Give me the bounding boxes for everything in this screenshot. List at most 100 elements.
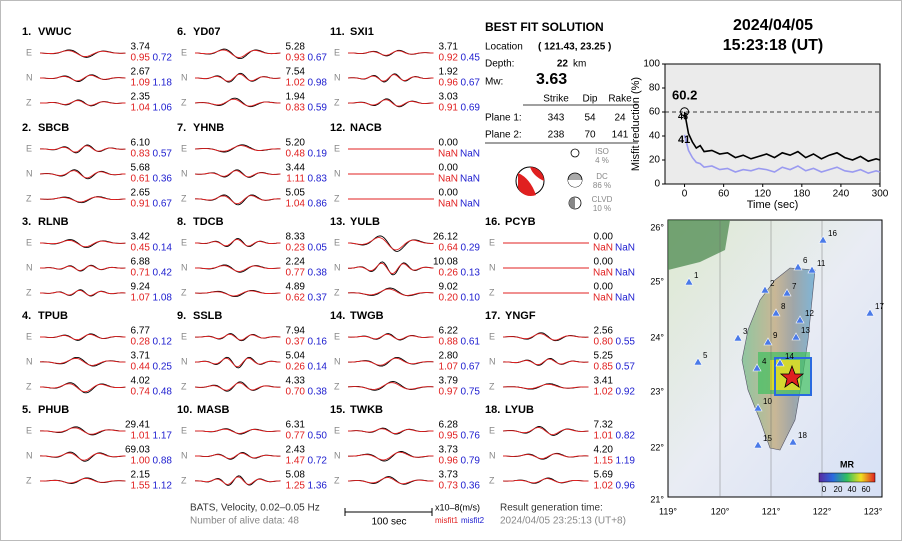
station-label: 8	[781, 302, 786, 311]
component-name: DC	[596, 172, 608, 181]
station-marker	[693, 357, 703, 366]
series-line	[683, 134, 881, 175]
misfit1: 1.07	[439, 362, 459, 373]
misfit2: NaN	[615, 268, 635, 279]
amplitude: 2.56	[594, 326, 614, 337]
misfit1: NaN	[593, 243, 613, 254]
misfit2: 0.14	[308, 362, 328, 373]
misfit2: 0.05	[308, 243, 328, 254]
component-label: E	[181, 143, 187, 153]
station-id: 3.	[22, 216, 31, 228]
station-name: SBCB	[38, 122, 69, 134]
misfit2: 0.38	[308, 268, 328, 279]
misfit1: 0.77	[286, 268, 306, 279]
component-label: N	[489, 356, 496, 366]
component-label: Z	[26, 193, 32, 203]
component-label: Z	[334, 193, 340, 203]
component-label: N	[181, 262, 188, 272]
misfit2: 0.57	[153, 149, 173, 160]
station-label: 18	[798, 431, 807, 440]
component-percent: 4 %	[595, 156, 609, 165]
plane-value: 343	[548, 113, 565, 124]
station-label: 11	[817, 259, 826, 268]
misfit1: 0.93	[286, 53, 306, 64]
amplitude: 3.71	[439, 42, 459, 53]
misfit1: 0.71	[131, 268, 151, 279]
y-tick-label: 80	[649, 83, 661, 94]
legend-misfit1: misfit1	[435, 516, 459, 525]
misfit1: 0.91	[131, 199, 151, 210]
component-label: E	[489, 331, 495, 341]
station-label: 14	[785, 352, 794, 361]
synthetic-trace	[503, 478, 589, 484]
result-time: 2024/04/05 23:25:13 (UT+8)	[500, 516, 626, 527]
misfit1: 1.02	[594, 481, 614, 492]
misfit2: NaN	[615, 243, 635, 254]
x-tick-label: 240	[833, 189, 850, 200]
scale-label: 100 sec	[371, 517, 406, 528]
lat-label: 26°	[650, 222, 664, 232]
plane-label: Plane 2:	[485, 130, 522, 141]
synthetic-trace	[195, 476, 281, 485]
amplitude: 4.02	[131, 376, 151, 387]
misfit1: 0.73	[439, 481, 459, 492]
amplitude: 2.24	[286, 257, 306, 268]
depth: 22	[557, 59, 569, 70]
colorbar-tick: 60	[862, 485, 871, 494]
synthetic-trace	[194, 357, 281, 368]
synthetic-trace	[195, 333, 281, 341]
annotation: 41	[678, 134, 690, 146]
amplitude: 10.08	[433, 257, 458, 268]
misfit1: NaN	[438, 199, 458, 210]
misfit2: 0.14	[153, 243, 173, 254]
lon-label: 123°	[864, 506, 883, 516]
component-label: Z	[334, 475, 340, 485]
misfit1: 0.96	[439, 456, 459, 467]
station-name: YULB	[350, 216, 380, 228]
synthetic-trace	[194, 382, 281, 391]
amplitude: 4.89	[286, 282, 306, 293]
lon-label: 120°	[711, 506, 730, 516]
misfit2: 0.88	[153, 456, 173, 467]
station-label: 1	[694, 271, 699, 280]
station-id: 4.	[22, 310, 31, 322]
lat-label: 21°	[650, 494, 664, 504]
misfit2: 0.48	[153, 387, 173, 398]
location-label: Location	[485, 42, 523, 53]
misfit2: NaN	[615, 293, 635, 304]
misfit2: 1.18	[153, 78, 173, 89]
map	[667, 219, 883, 498]
synthetic-trace	[40, 100, 126, 106]
amplitude: 5.69	[594, 470, 614, 481]
station-label: 12	[805, 309, 814, 318]
misfit2: 0.76	[461, 431, 481, 442]
component-label: N	[26, 168, 33, 178]
amplitude: 2.43	[286, 445, 306, 456]
station-marker	[782, 288, 792, 297]
component-label: E	[181, 47, 187, 57]
misfit2: 0.69	[461, 103, 481, 114]
plane-value: 70	[584, 130, 596, 141]
component-label: N	[181, 356, 188, 366]
misfit1: 0.97	[439, 387, 459, 398]
component-label: Z	[181, 381, 187, 391]
component-label: N	[334, 450, 341, 460]
y-tick-label: 60	[649, 107, 661, 118]
misfit1: 0.64	[439, 243, 459, 254]
amplitude: 2.65	[131, 188, 151, 199]
misfit2: 0.45	[461, 53, 481, 64]
amplitude: 69.03	[125, 445, 150, 456]
misfit1: 1.11	[286, 174, 305, 185]
x-tick-label: 0	[682, 189, 688, 200]
component-label: N	[334, 168, 341, 178]
station-marker	[763, 337, 773, 346]
misfit1: 0.28	[131, 337, 151, 348]
component-label: Z	[26, 287, 32, 297]
result-label: Result generation time:	[500, 503, 603, 514]
station-marker	[788, 437, 798, 446]
station-name: YD07	[193, 26, 221, 38]
synthetic-trace	[348, 288, 434, 296]
synthetic-trace	[348, 451, 434, 461]
misfit2: 0.12	[153, 337, 173, 348]
component-label: N	[26, 450, 33, 460]
